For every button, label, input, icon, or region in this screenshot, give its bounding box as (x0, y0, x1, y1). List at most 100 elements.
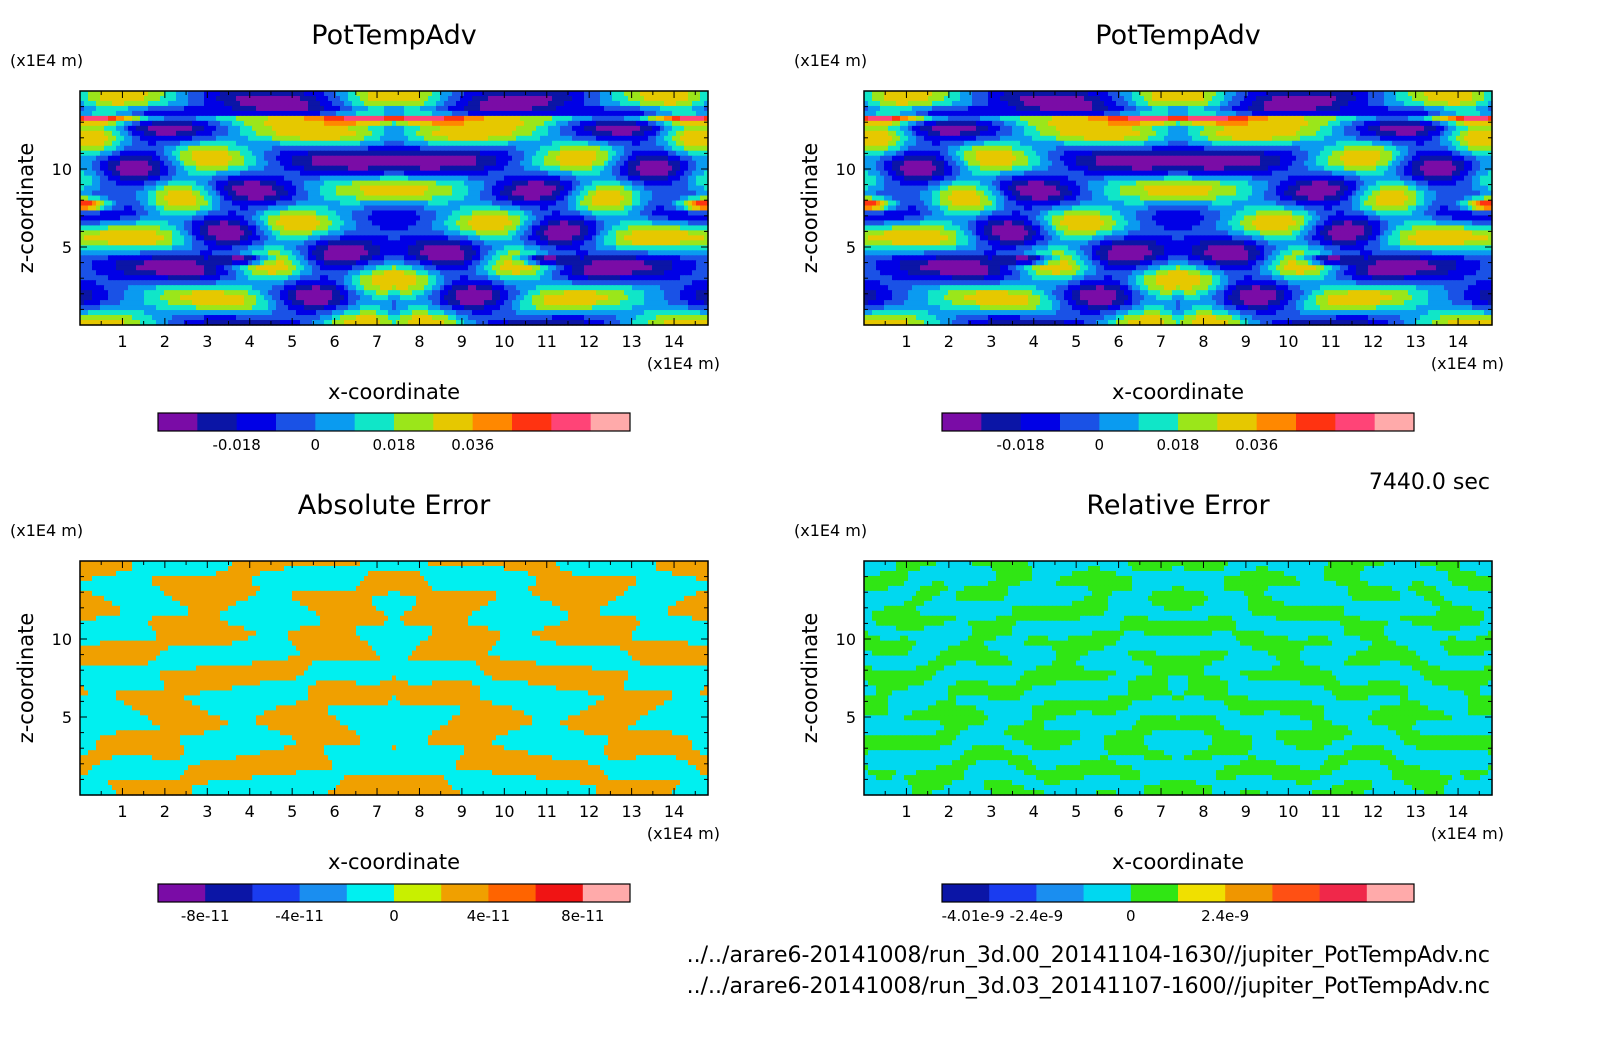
heatmap-cell (464, 166, 469, 172)
heatmap-cell (640, 196, 645, 202)
heatmap-cell (568, 191, 573, 197)
heatmap-cell (476, 230, 481, 236)
heatmap-cell (624, 230, 629, 236)
heatmap-cell (700, 220, 705, 226)
heatmap-cell (556, 96, 561, 102)
heatmap-cell (120, 146, 125, 152)
heatmap-cell (524, 161, 529, 167)
heatmap-cell (188, 176, 193, 182)
heatmap-cell (244, 196, 249, 202)
heatmap-cell (476, 91, 481, 97)
heatmap-cell (384, 106, 389, 112)
heatmap-cell (540, 151, 545, 157)
heatmap-cell (540, 126, 545, 132)
heatmap-cell (356, 136, 361, 142)
heatmap-cell (364, 171, 369, 177)
heatmap-cell (96, 166, 101, 172)
heatmap-cell (368, 141, 373, 147)
heatmap-cell (672, 101, 677, 107)
heatmap-cell (336, 176, 341, 182)
heatmap-cell (440, 230, 445, 236)
heatmap-cell (516, 191, 521, 197)
heatmap-cell (440, 210, 445, 216)
heatmap-cell (292, 101, 297, 107)
heatmap-cell (360, 210, 365, 216)
heatmap-cell (492, 225, 497, 231)
heatmap-cell (140, 101, 145, 107)
heatmap-cell (480, 230, 485, 236)
heatmap-cell (528, 121, 533, 127)
heatmap-cell (472, 121, 477, 127)
heatmap-cell (644, 101, 649, 107)
heatmap-cell (504, 245, 509, 251)
heatmap-cell (700, 210, 705, 216)
heatmap-cell (608, 230, 613, 236)
heatmap-cell (212, 146, 217, 152)
heatmap-cell (496, 191, 501, 197)
heatmap-cell (312, 91, 317, 97)
heatmap-cell (524, 116, 529, 122)
heatmap-cell (644, 121, 649, 127)
heatmap-cell (176, 245, 181, 251)
heatmap-cell (512, 186, 517, 192)
heatmap-cell (436, 166, 441, 172)
heatmap-cell (332, 225, 337, 231)
heatmap-cell (576, 201, 581, 207)
heatmap-cell (196, 230, 201, 236)
heatmap-cell (280, 116, 285, 122)
heatmap-cell (256, 151, 261, 157)
heatmap-cell (208, 126, 213, 132)
heatmap-cell (156, 245, 161, 251)
heatmap-cell (388, 196, 393, 202)
heatmap-cell (200, 220, 205, 226)
heatmap-cell (692, 131, 697, 137)
heatmap-cell (660, 161, 665, 167)
heatmap-cell (424, 225, 429, 231)
heatmap-cell (560, 206, 565, 212)
heatmap-cell (628, 161, 633, 167)
heatmap-cell (276, 106, 281, 112)
heatmap-cell (256, 215, 261, 221)
heatmap-cell (412, 181, 417, 187)
heatmap-cell (264, 171, 269, 177)
heatmap-cell (272, 151, 277, 157)
heatmap-cell (176, 96, 181, 102)
heatmap-cell (252, 151, 257, 157)
heatmap-cell (492, 240, 497, 246)
heatmap-cell (224, 131, 229, 137)
heatmap-cell (200, 141, 205, 147)
heatmap-cell (644, 201, 649, 207)
heatmap-cell (156, 111, 161, 117)
heatmap-cell (164, 230, 169, 236)
heatmap-cell (356, 225, 361, 231)
heatmap-cell (420, 196, 425, 202)
heatmap-cell (688, 181, 693, 187)
heatmap-cell (364, 151, 369, 157)
heatmap-cell (516, 201, 521, 207)
heatmap-cell (540, 91, 545, 97)
heatmap-cell (136, 126, 141, 132)
heatmap-cell (640, 240, 645, 246)
heatmap-cell (512, 106, 517, 112)
heatmap-cell (232, 230, 237, 236)
heatmap-cell (520, 186, 525, 192)
heatmap-cell (220, 176, 225, 182)
heatmap-cell (536, 176, 541, 182)
heatmap-cell (548, 136, 553, 142)
heatmap-cell (624, 240, 629, 246)
heatmap-cell (640, 176, 645, 182)
heatmap-cell (332, 136, 337, 142)
heatmap-cell (160, 141, 165, 147)
heatmap-cell (96, 131, 101, 137)
heatmap-cell (528, 171, 533, 177)
heatmap-cell (292, 146, 297, 152)
heatmap-cell (388, 126, 393, 132)
heatmap-cell (104, 215, 109, 221)
heatmap-cell (436, 96, 441, 102)
heatmap-cell (432, 220, 437, 226)
heatmap-cell (236, 136, 241, 142)
heatmap-cell (332, 235, 337, 241)
heatmap-cell (572, 136, 577, 142)
heatmap-cell (544, 126, 549, 132)
heatmap-cell (172, 106, 177, 112)
